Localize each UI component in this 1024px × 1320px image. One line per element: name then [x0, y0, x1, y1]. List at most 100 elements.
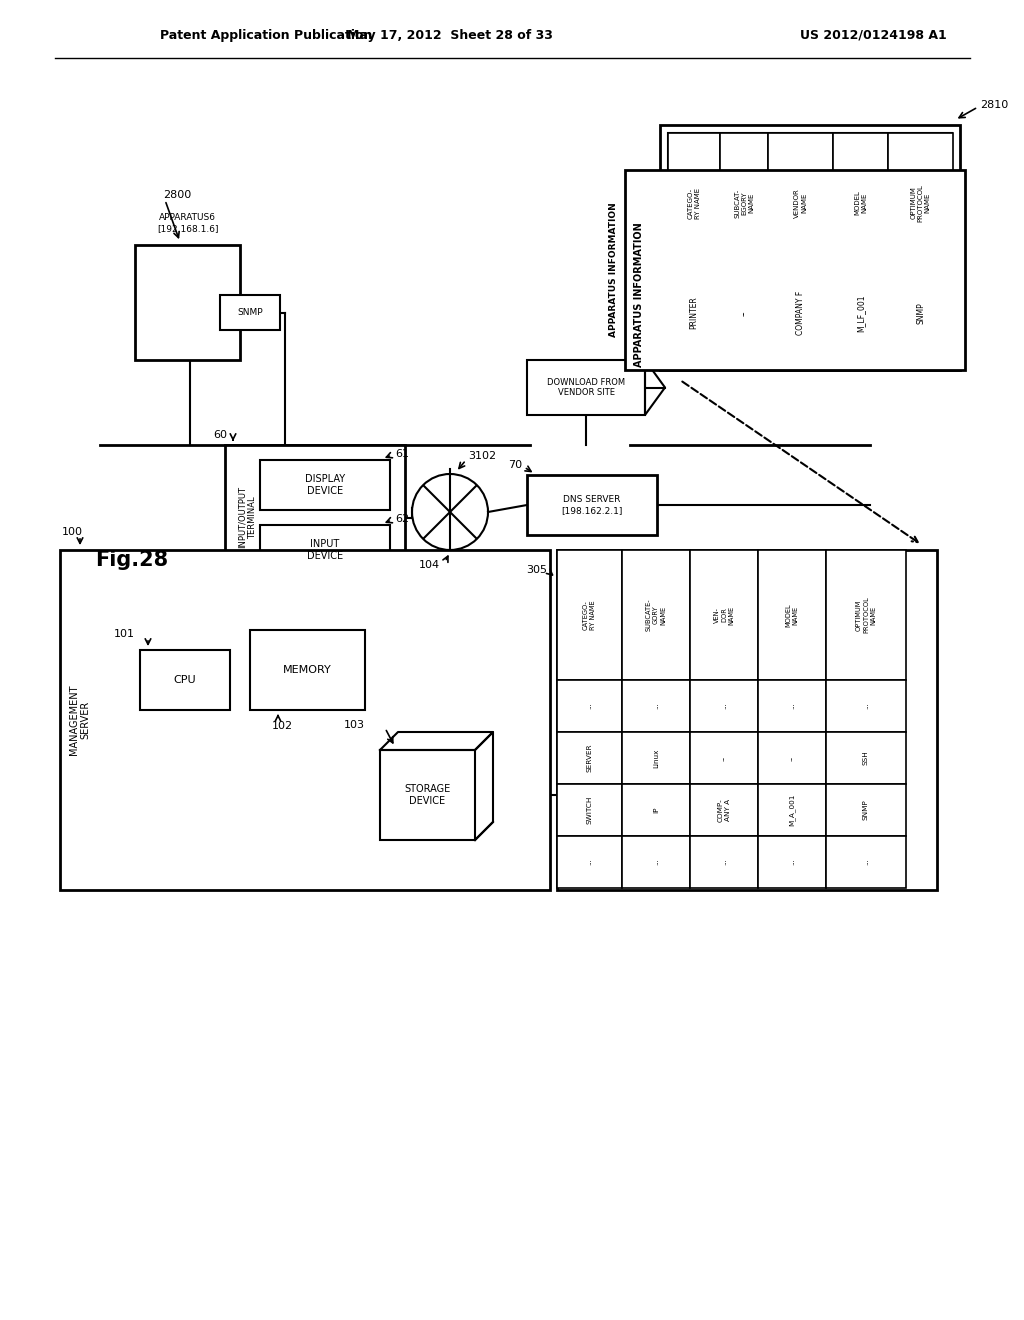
Text: MODEL
NAME: MODEL NAME	[785, 603, 799, 627]
Bar	[250, 630, 365, 710]
Text: ...: ...	[653, 702, 659, 709]
Bar	[833, 273, 888, 352]
Text: SNMP: SNMP	[916, 302, 925, 323]
Text: SUBCATE-
GORY
NAME: SUBCATE- GORY NAME	[646, 599, 666, 631]
Text: SNMP: SNMP	[863, 800, 869, 820]
Text: APPARATUS INFORMATION: APPARATUS INFORMATION	[634, 223, 644, 367]
Bar	[622, 550, 690, 680]
Text: SSH: SSH	[863, 751, 869, 766]
Text: --: --	[739, 310, 749, 315]
Text: 62: 62	[395, 513, 410, 524]
Bar	[140, 649, 230, 710]
Bar	[826, 836, 906, 888]
Bar	[888, 273, 953, 352]
Text: SUBCAT-
EGORY
NAME: SUBCAT- EGORY NAME	[734, 189, 754, 218]
Text: M_LF_001: M_LF_001	[856, 294, 865, 331]
Text: May 17, 2012  Sheet 28 of 33: May 17, 2012 Sheet 28 of 33	[347, 29, 553, 41]
Bar	[888, 133, 953, 273]
Text: US 2012/0124198 A1: US 2012/0124198 A1	[800, 29, 947, 41]
Bar	[660, 125, 961, 370]
Bar	[720, 273, 768, 352]
Bar	[758, 784, 826, 836]
Text: APPARATUS INFORMATION: APPARATUS INFORMATION	[608, 203, 617, 338]
Bar	[768, 273, 833, 352]
Text: 305: 305	[526, 565, 547, 576]
Text: MEMORY: MEMORY	[283, 665, 332, 675]
Bar	[690, 784, 758, 836]
Text: PRINTER: PRINTER	[689, 297, 698, 330]
Bar	[557, 550, 937, 890]
Text: ...: ...	[587, 858, 593, 866]
Text: 100: 100	[62, 527, 83, 537]
Bar	[260, 459, 390, 510]
Text: --: --	[721, 755, 727, 760]
Bar	[768, 133, 833, 273]
Text: Patent Application Publication: Patent Application Publication	[160, 29, 373, 41]
Text: SNMP: SNMP	[238, 308, 263, 317]
Text: ...: ...	[790, 858, 795, 866]
Bar	[557, 680, 622, 733]
Bar	[720, 133, 768, 273]
Text: 104: 104	[419, 560, 440, 570]
Bar	[826, 680, 906, 733]
Text: ...: ...	[653, 858, 659, 866]
Bar	[668, 273, 720, 352]
Text: SWITCH: SWITCH	[587, 796, 593, 824]
Bar	[527, 475, 657, 535]
Bar	[622, 680, 690, 733]
Text: DNS SERVER
[198.162.2.1]: DNS SERVER [198.162.2.1]	[561, 495, 623, 515]
Bar	[557, 733, 622, 784]
Bar	[135, 246, 240, 360]
Text: 61: 61	[395, 449, 409, 459]
Text: INPUT/OUTPUT
TERMINAL: INPUT/OUTPUT TERMINAL	[238, 487, 257, 549]
Text: STORAGE
DEVICE: STORAGE DEVICE	[404, 784, 451, 805]
Bar	[690, 680, 758, 733]
Text: 101: 101	[114, 630, 135, 639]
Text: ...: ...	[587, 702, 593, 709]
Text: 102: 102	[272, 721, 293, 731]
Text: VEN-
DOR
NAME: VEN- DOR NAME	[714, 606, 734, 624]
Text: VENDOR
NAME: VENDOR NAME	[794, 189, 807, 218]
Bar	[220, 294, 280, 330]
Text: ...: ...	[721, 702, 727, 709]
Bar	[826, 733, 906, 784]
Text: ...: ...	[790, 702, 795, 709]
Text: COMP-
ANY A: COMP- ANY A	[718, 799, 730, 822]
Text: MANAGEMENT
SERVER: MANAGEMENT SERVER	[70, 685, 91, 755]
Bar	[625, 170, 965, 370]
Text: 3102: 3102	[468, 451, 496, 461]
Text: DISPLAY
DEVICE: DISPLAY DEVICE	[305, 474, 345, 496]
Text: M_A_001: M_A_001	[788, 793, 796, 826]
Text: SERVER: SERVER	[587, 743, 593, 772]
Bar	[557, 550, 622, 680]
Text: CATEGO-
RY NAME: CATEGO- RY NAME	[687, 187, 700, 219]
Bar	[260, 525, 390, 576]
Text: COMPANY F: COMPANY F	[796, 290, 805, 335]
Bar	[60, 550, 550, 890]
Bar	[622, 836, 690, 888]
Bar	[758, 836, 826, 888]
Bar	[668, 133, 952, 362]
Bar	[758, 733, 826, 784]
Bar	[668, 133, 720, 273]
Text: 60: 60	[213, 430, 227, 440]
Bar	[380, 750, 475, 840]
Bar	[557, 784, 622, 836]
Text: DOWNLOAD FROM
VENDOR SITE: DOWNLOAD FROM VENDOR SITE	[547, 378, 625, 397]
Bar	[690, 836, 758, 888]
Bar	[758, 680, 826, 733]
Bar	[690, 550, 758, 680]
Bar	[622, 784, 690, 836]
Text: 2800: 2800	[163, 190, 191, 201]
Bar	[225, 445, 406, 590]
Text: 70: 70	[508, 459, 522, 470]
Text: ...: ...	[863, 858, 869, 866]
Bar	[758, 550, 826, 680]
Bar	[690, 733, 758, 784]
Bar	[527, 360, 645, 414]
Text: OPTIMUM
PROTOCOL
NAME: OPTIMUM PROTOCOL NAME	[910, 183, 931, 222]
Text: 103: 103	[344, 719, 365, 730]
Text: IP: IP	[653, 807, 659, 813]
Text: INPUT
DEVICE: INPUT DEVICE	[307, 539, 343, 561]
Text: OPTIMUM
PROTOCOL
NAME: OPTIMUM PROTOCOL NAME	[856, 597, 876, 634]
